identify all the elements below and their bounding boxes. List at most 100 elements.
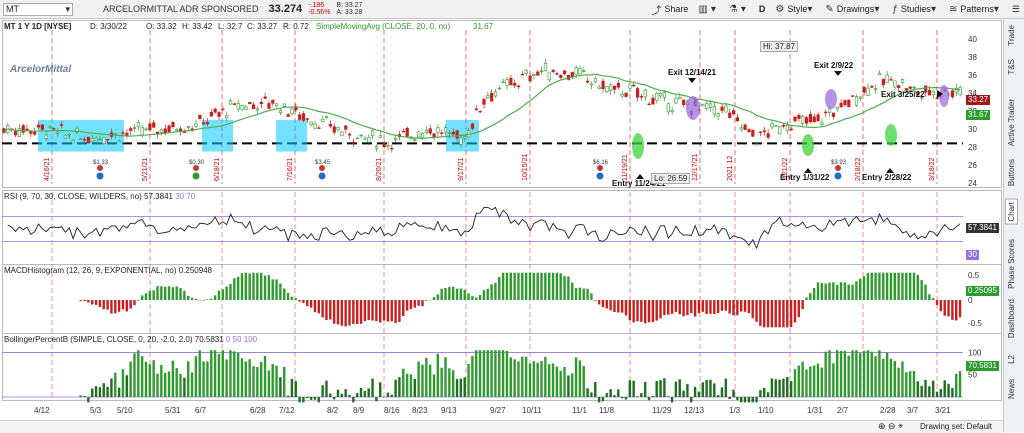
bb-bar xyxy=(94,386,98,397)
macd-bar xyxy=(83,300,86,302)
bb-bar xyxy=(908,371,912,397)
sidebar-tab-l2[interactable]: L2 xyxy=(1007,355,1016,364)
annotation-label: Exit 12/14/21 xyxy=(668,68,717,77)
sidebar-tab-active-trader[interactable]: Active Trader xyxy=(1007,99,1016,147)
bb-bar xyxy=(244,361,248,397)
menu-icon: ☰ xyxy=(1011,3,1020,14)
signal-ellipse xyxy=(885,124,897,146)
drawing-set[interactable]: Drawing set: Default xyxy=(920,422,993,431)
macd-bar xyxy=(221,289,224,300)
drawings-button[interactable]: ✎ Drawings ▾ xyxy=(825,3,880,15)
bb-bar xyxy=(482,350,486,397)
candle xyxy=(344,125,348,130)
flask-button[interactable]: ⚗ ▾ xyxy=(729,4,749,15)
templates-button[interactable]: ▥ ▾ xyxy=(698,4,718,15)
candle xyxy=(493,91,498,97)
candle xyxy=(624,92,628,97)
candle xyxy=(401,130,405,133)
bb-bar xyxy=(302,397,305,403)
signal-ellipse xyxy=(686,96,700,120)
rsi-panel[interactable] xyxy=(2,190,966,265)
macd-bar xyxy=(739,300,743,312)
bb-bar xyxy=(317,397,320,403)
sidebar-tab-phase-scores[interactable]: Phase Scores xyxy=(1007,239,1016,289)
share-button[interactable]: ⤴ Share xyxy=(651,2,688,17)
gear-icon: ⚙ xyxy=(775,3,785,15)
candle xyxy=(555,73,559,75)
candle xyxy=(278,110,283,113)
right-sidebar: Trade T&S Active Trader Buttons Chart Phase S… xyxy=(1003,19,1024,432)
bb-bar xyxy=(958,371,962,397)
macd-bar xyxy=(931,298,935,300)
macd-bar xyxy=(778,300,781,328)
highlight-box xyxy=(38,120,124,152)
macd-bar xyxy=(386,300,390,322)
macd-bar xyxy=(202,300,205,301)
bb-bar xyxy=(947,383,950,397)
macd-bar xyxy=(939,300,943,312)
price-axis-tick: 26 xyxy=(968,161,977,170)
sidebar-tab-t-s[interactable]: T&S xyxy=(1007,59,1016,75)
macd-bar xyxy=(91,300,94,305)
dividend-icon xyxy=(834,172,842,180)
bb-bar xyxy=(747,397,751,403)
candle xyxy=(67,134,71,136)
bb-bar xyxy=(797,365,800,397)
period-button[interactable]: D xyxy=(758,4,766,14)
sidebar-tab-buttons[interactable]: Buttons xyxy=(1007,159,1016,187)
menu-button[interactable]: ☰ xyxy=(1012,4,1020,15)
bb-bar xyxy=(83,395,86,397)
zoom-controls[interactable]: ⊕ ⊖ ⌖ xyxy=(878,421,904,431)
sidebar-tab-dashboard[interactable]: Dashboard xyxy=(1007,299,1016,339)
style-button[interactable]: ⚙ Style ▾ xyxy=(775,3,813,15)
range-readout: R: 0.72 xyxy=(283,22,309,31)
candle xyxy=(355,137,359,140)
bb-bar xyxy=(121,369,125,397)
bb-bar xyxy=(640,393,643,397)
candle xyxy=(858,96,862,99)
candle xyxy=(420,132,425,138)
candle xyxy=(655,93,659,101)
macd-bar xyxy=(352,300,355,324)
bb-bar xyxy=(697,391,701,397)
macd-bar xyxy=(620,300,624,313)
macd-bar xyxy=(271,279,274,300)
sidebar-tab-news[interactable]: News xyxy=(1007,379,1016,400)
candle xyxy=(616,82,620,88)
bb-bar xyxy=(835,350,839,397)
candle xyxy=(958,87,962,96)
chart-canvas[interactable]: 4038363432302826244/16/215/21/216/18/217… xyxy=(0,0,1003,432)
x-axis-label: 1/3 xyxy=(729,406,741,415)
sidebar-tab-trade[interactable]: Trade xyxy=(1007,25,1016,46)
candle xyxy=(486,95,490,99)
macd-bar xyxy=(248,273,251,300)
candle xyxy=(121,132,125,134)
studies-button[interactable]: ƒ Studies ▾ xyxy=(892,3,936,15)
macd-bar xyxy=(313,300,317,313)
candle xyxy=(159,129,164,133)
candle xyxy=(374,146,379,149)
macd-axis-tick: 0.5 xyxy=(968,271,980,280)
patterns-button[interactable]: ≋ Patterns ▾ xyxy=(948,3,999,15)
macd-bar xyxy=(494,283,497,300)
macd-bar xyxy=(79,300,82,301)
macd-bar xyxy=(355,300,359,325)
candle xyxy=(144,128,148,131)
date-marker-label: 6/18/21 xyxy=(214,158,221,181)
macd-bar xyxy=(509,272,512,300)
date-marker-label: 11/19/21 xyxy=(622,154,629,181)
bb-bar xyxy=(110,378,113,397)
candle xyxy=(267,103,271,109)
macd-bar xyxy=(943,300,946,316)
bb-bar xyxy=(348,394,351,397)
macd-bar xyxy=(770,300,774,328)
chevron-down-icon[interactable]: ▾ xyxy=(65,3,70,14)
symbol-input[interactable]: MT ▾ xyxy=(3,2,73,16)
bb-bar xyxy=(367,388,370,397)
sidebar-tab-chart[interactable]: Chart xyxy=(1005,199,1018,225)
bb-bar xyxy=(91,388,94,397)
lo-label: Lo: 26.59 xyxy=(651,173,691,184)
bb-bar xyxy=(267,370,271,397)
candle xyxy=(194,123,198,127)
bb-bar xyxy=(709,379,712,397)
